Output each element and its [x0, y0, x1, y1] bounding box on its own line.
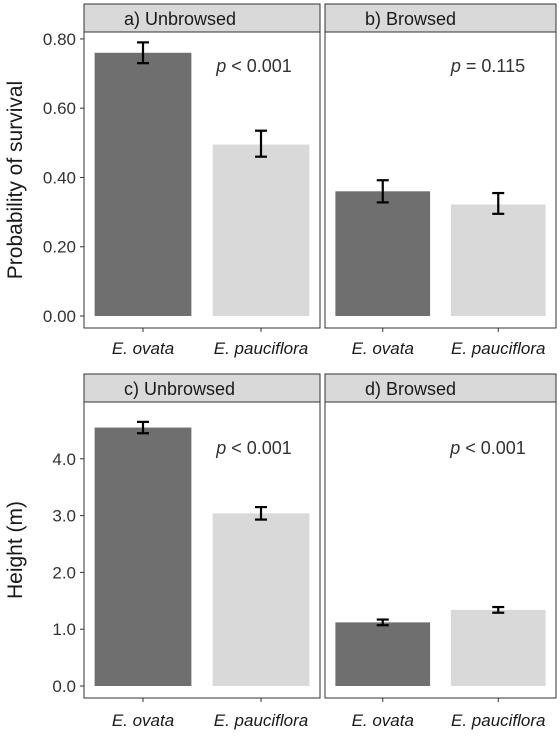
bar-b-pauciflora: [450, 204, 546, 316]
y-tick-label: 0.80: [43, 30, 76, 49]
y-tick-label: 0.0: [52, 677, 76, 696]
y-tick-label: 3.0: [52, 507, 76, 526]
bar-b-ovata: [335, 191, 431, 316]
panel-c-strip: [83, 373, 321, 403]
x-category-label: E. pauciflora: [214, 339, 309, 358]
panel-b: b) Browsed E. ovata E. pauciflora p = 0.115: [324, 3, 557, 358]
error-bar-b-ovata: [376, 179, 389, 204]
x-category-label: E. pauciflora: [451, 711, 546, 730]
panel-a-p-value: p < 0.001: [215, 56, 292, 76]
x-category-label: E. ovata: [112, 339, 174, 358]
panel-c: c) Unbrowsed 0.0 1.0 2.0 3.0 4.0 E. ovata E. pa…: [52, 373, 321, 730]
x-category-label: E. pauciflora: [451, 339, 546, 358]
y-axis-label-survival: Probability of survival: [4, 81, 27, 279]
y-axis-label-height: Height (m): [4, 501, 27, 599]
bar-d-pauciflora: [450, 609, 546, 686]
panel-a-strip: [83, 3, 321, 33]
y-tick-label: 0.20: [43, 238, 76, 257]
error-bar-c-pauciflora: [255, 505, 267, 521]
panel-c-p-value: p < 0.001: [215, 438, 292, 458]
x-category-label: E. pauciflora: [214, 711, 309, 730]
x-category-label: E. ovata: [112, 711, 174, 730]
y-tick-label: 2.0: [52, 563, 76, 582]
panel-d-p-value: p < 0.001: [449, 438, 526, 458]
bar-a-pauciflora: [212, 144, 310, 316]
bar-d-ovata: [335, 622, 431, 686]
y-tick-label: 0.60: [43, 99, 76, 118]
panel-a-title: a) Unbrowsed: [124, 9, 236, 29]
panel-a: a) Unbrowsed 0.00 0.20 0.40 0.60 0.80 E. ovata…: [43, 3, 321, 358]
bar-c-pauciflora: [212, 513, 310, 686]
panel-b-p-value: p = 0.115: [450, 56, 525, 76]
error-bar-a-ovata: [137, 41, 149, 65]
panel-d: d) Browsed E. ovata E. pauciflora p < 0.001: [324, 373, 557, 730]
panel-b-title: b) Browsed: [365, 9, 456, 29]
panel-c-title: c) Unbrowsed: [124, 379, 235, 399]
y-tick-label: 0.00: [43, 307, 76, 326]
bar-a-ovata: [94, 52, 192, 316]
y-tick-label: 4.0: [52, 450, 76, 469]
y-tick-label: 0.40: [43, 168, 76, 187]
bar-c-ovata: [94, 427, 192, 686]
x-category-label: E. ovata: [352, 711, 414, 730]
error-bar-d-pauciflora: [492, 605, 505, 614]
error-bar-b-pauciflora: [492, 191, 505, 215]
error-bar-c-ovata: [137, 420, 149, 435]
panel-b-strip: [324, 3, 557, 33]
y-tick-label: 1.0: [52, 620, 76, 639]
panel-d-title: d) Browsed: [365, 379, 456, 399]
x-category-label: E. ovata: [352, 339, 414, 358]
error-bar-d-ovata: [376, 618, 389, 627]
error-bar-a-pauciflora: [255, 129, 267, 158]
